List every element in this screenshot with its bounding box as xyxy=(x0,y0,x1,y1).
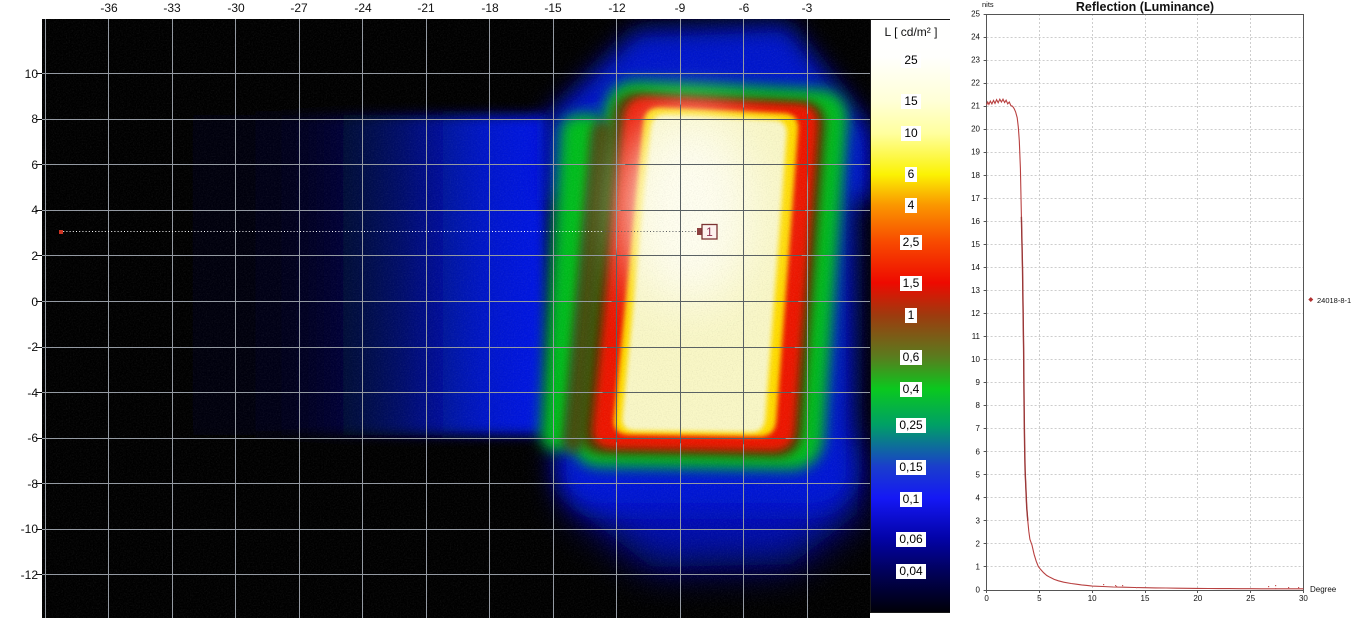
svg-text:Reflection (Luminance): Reflection (Luminance) xyxy=(1076,0,1214,14)
svg-text:10: 10 xyxy=(1088,594,1097,603)
svg-text:5: 5 xyxy=(1037,594,1042,603)
svg-text:20: 20 xyxy=(971,125,980,134)
svg-text:16: 16 xyxy=(971,217,980,226)
svg-text:15: 15 xyxy=(971,240,980,249)
svg-text:9: 9 xyxy=(976,378,981,387)
svg-text:3: 3 xyxy=(976,516,981,525)
svg-text:2: 2 xyxy=(976,539,981,548)
svg-text:19: 19 xyxy=(971,148,980,157)
svg-text:12: 12 xyxy=(971,309,980,318)
svg-text:Degree: Degree xyxy=(1310,585,1337,594)
svg-text:24018-8-1: 24018-8-1 xyxy=(1317,296,1351,305)
svg-text:0: 0 xyxy=(984,594,989,603)
svg-text:25: 25 xyxy=(971,10,980,19)
svg-text:20: 20 xyxy=(1193,594,1202,603)
svg-text:25: 25 xyxy=(1246,594,1255,603)
svg-text:30: 30 xyxy=(1299,594,1308,603)
svg-text:4: 4 xyxy=(976,493,981,502)
svg-text:0: 0 xyxy=(976,586,981,595)
svg-text:14: 14 xyxy=(971,263,980,272)
svg-text:nits: nits xyxy=(982,0,994,9)
svg-text:21: 21 xyxy=(971,102,980,111)
svg-text:6: 6 xyxy=(976,447,981,456)
svg-text:24: 24 xyxy=(971,33,980,42)
svg-text:1: 1 xyxy=(976,563,981,572)
svg-text:13: 13 xyxy=(971,286,980,295)
svg-text:23: 23 xyxy=(971,56,980,65)
svg-text:5: 5 xyxy=(976,470,981,479)
svg-text:10: 10 xyxy=(971,355,980,364)
svg-text:18: 18 xyxy=(971,171,980,180)
svg-text:17: 17 xyxy=(971,194,980,203)
svg-text:8: 8 xyxy=(976,401,981,410)
svg-text:1: 1 xyxy=(706,225,713,239)
svg-text:11: 11 xyxy=(972,332,981,341)
svg-text:7: 7 xyxy=(976,424,981,433)
svg-text:22: 22 xyxy=(971,79,980,88)
svg-text:15: 15 xyxy=(1141,594,1150,603)
